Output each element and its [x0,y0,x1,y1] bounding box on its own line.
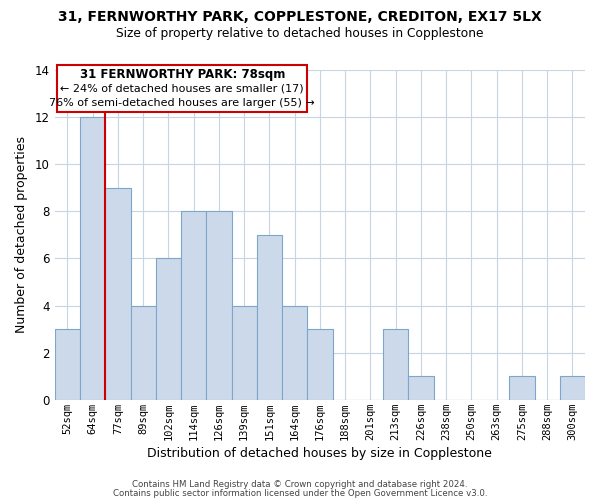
Bar [257,235,282,400]
Bar [560,376,585,400]
X-axis label: Distribution of detached houses by size in Copplestone: Distribution of detached houses by size … [148,447,493,460]
Text: Contains HM Land Registry data © Crown copyright and database right 2024.: Contains HM Land Registry data © Crown c… [132,480,468,489]
Bar [408,376,434,400]
Bar [181,212,206,400]
Bar [383,329,408,400]
Text: Contains public sector information licensed under the Open Government Licence v3: Contains public sector information licen… [113,488,487,498]
Bar [106,188,131,400]
Bar [509,376,535,400]
Text: 76% of semi-detached houses are larger (55) →: 76% of semi-detached houses are larger (… [49,98,315,108]
Text: 31 FERNWORTHY PARK: 78sqm: 31 FERNWORTHY PARK: 78sqm [80,68,285,81]
Text: Size of property relative to detached houses in Copplestone: Size of property relative to detached ho… [116,28,484,40]
Bar [232,306,257,400]
Bar [307,329,332,400]
Text: 31, FERNWORTHY PARK, COPPLESTONE, CREDITON, EX17 5LX: 31, FERNWORTHY PARK, COPPLESTONE, CREDIT… [58,10,542,24]
Bar [156,258,181,400]
Bar [131,306,156,400]
Bar [282,306,307,400]
Text: ← 24% of detached houses are smaller (17): ← 24% of detached houses are smaller (17… [61,84,304,94]
Bar [206,212,232,400]
Bar [55,329,80,400]
Bar [80,117,106,400]
Y-axis label: Number of detached properties: Number of detached properties [15,136,28,334]
